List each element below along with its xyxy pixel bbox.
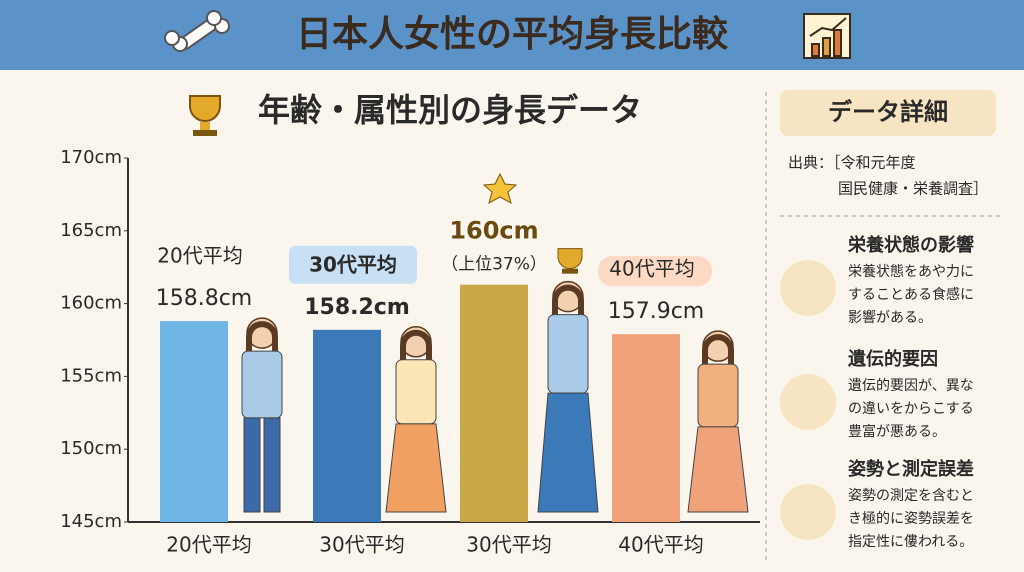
- item-icon: [780, 260, 836, 316]
- y-tick-label: 160cm: [60, 293, 122, 314]
- item-title: 栄養状態の影響: [847, 234, 974, 256]
- bar-heading: 40代平均: [609, 257, 694, 281]
- item-body: 指定性に僂われる。: [848, 534, 973, 550]
- bar: [313, 329, 381, 522]
- figure-skirt: [687, 426, 749, 513]
- bar-heading: 20代平均: [157, 244, 242, 268]
- figure-top: [547, 314, 589, 394]
- x-tick-label: 30代平均: [319, 533, 404, 557]
- y-tick-label: 145cm: [60, 511, 122, 532]
- item-body: 栄養状態をあや力に: [848, 263, 974, 280]
- heading-highlight: [289, 245, 417, 284]
- figure-top: [395, 359, 437, 425]
- item-body: の違いをからこする: [848, 401, 974, 417]
- page-title: 日本人女性の平均身長比較: [296, 14, 729, 55]
- y-tick-label: 170cm: [60, 147, 122, 168]
- x-tick-label: 20代平均: [166, 533, 251, 557]
- figure-skirt: [537, 392, 599, 513]
- item-body: 影響がある。: [848, 309, 932, 326]
- source-text: 出典：［令和元年度: [788, 154, 916, 172]
- figure-legs: [243, 417, 261, 513]
- trophy-icon: [189, 95, 221, 136]
- item-body: き極的に姿勢誤差を: [848, 511, 974, 527]
- star: [482, 172, 518, 205]
- figure-hair: [400, 329, 432, 360]
- item-body: 豊富が悪ある。: [848, 423, 946, 440]
- panel-header: [780, 90, 996, 136]
- figure-skirt: [385, 423, 447, 513]
- x-tick-label: 30代平均: [466, 533, 551, 557]
- figure-top: [697, 363, 739, 428]
- figure-hair: [552, 284, 584, 315]
- y-tick-label: 150cm: [60, 438, 122, 459]
- figure-legs: [263, 417, 281, 513]
- figure-hair: [246, 321, 278, 352]
- value-label: 157.9cm: [608, 299, 705, 324]
- value-label: 158.8cm: [156, 286, 253, 311]
- bar: [160, 321, 228, 522]
- y-tick-label: 155cm: [60, 365, 122, 386]
- chart-title: 年齢・属性別の身長データ: [258, 91, 642, 129]
- annotation: （上位37%）: [441, 255, 547, 275]
- source-text: 国民健康・栄養調査］: [838, 180, 988, 198]
- y-tick-label: 165cm: [60, 220, 122, 241]
- figure-top: [241, 350, 283, 419]
- item-icon: [780, 484, 836, 540]
- panel-title: データ詳細: [828, 98, 948, 126]
- bar-heading: 30代平均: [309, 252, 397, 276]
- item-title: 姿勢と測定誤差: [848, 458, 974, 480]
- bone-icon: [164, 10, 230, 52]
- bar: [612, 334, 680, 522]
- x-tick-label: 40代平均: [618, 533, 703, 557]
- chart-icon: [803, 13, 851, 59]
- item-body: 遺伝的要因が、異な: [848, 378, 974, 394]
- bar: [460, 284, 528, 522]
- trophy: [557, 248, 583, 270]
- item-body: 姿勢の測定を含むと: [848, 488, 974, 504]
- figure-hair: [702, 334, 734, 365]
- item-title: 遺伝的要因: [848, 348, 938, 370]
- item-icon: [780, 374, 836, 430]
- heading-highlight: [598, 256, 712, 287]
- value-label: 158.2cm: [304, 295, 410, 320]
- item-body: することある食感に: [848, 286, 974, 303]
- annotation: 160cm: [449, 217, 538, 245]
- trophy-base: [562, 268, 578, 274]
